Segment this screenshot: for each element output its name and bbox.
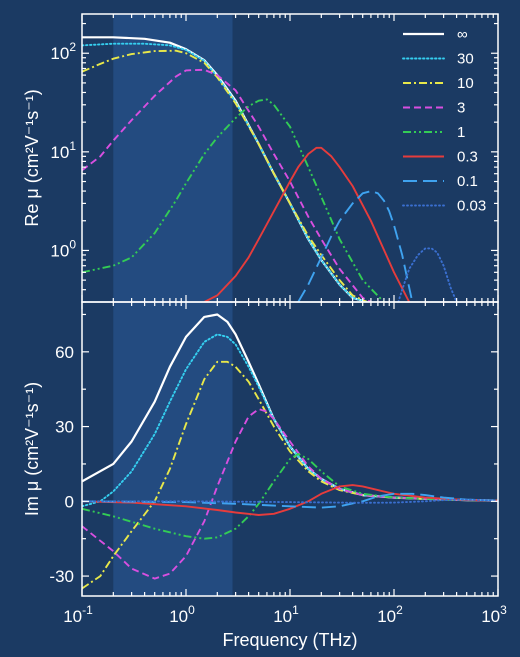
y-axis-label-re: Re μ (cm²V⁻¹s⁻¹) <box>22 89 42 226</box>
series-re-1 <box>82 98 385 302</box>
series-im-0.1 <box>82 492 498 509</box>
panel-im: -30 0 30 60 Im μ (cm²V⁻¹s⁻¹) <box>22 301 499 597</box>
legend: ∞ 30 10 3 1 0.3 0.1 0.03 <box>402 26 486 215</box>
series-im-1 <box>82 453 498 540</box>
x-tick-label: 100 <box>169 603 195 626</box>
y-tick-label: -30 <box>49 567 74 586</box>
series-im-3 <box>82 408 498 580</box>
legend-label-10: 10 <box>457 75 474 92</box>
y-tick-label: 30 <box>55 418 74 437</box>
x-tick-label: 103 <box>481 603 507 626</box>
y-tick-label: 60 <box>55 343 74 362</box>
x-tick-label: 102 <box>377 603 403 626</box>
y-tick-label: 102 <box>50 40 76 63</box>
y-axis-label-im: Im μ (cm²V⁻¹s⁻¹) <box>22 382 42 516</box>
legend-label-0.3: 0.3 <box>457 149 478 166</box>
series-re-0.1 <box>297 190 414 302</box>
y-tick-label: 100 <box>50 237 76 260</box>
legend-label-0.03: 0.03 <box>457 198 486 215</box>
series-re-10 <box>82 49 368 302</box>
y-tick-label: 101 <box>50 139 76 162</box>
legend-label-0.1: 0.1 <box>457 173 478 190</box>
series-im-0.3 <box>82 484 498 516</box>
x-tick-labels: 10-1 100 101 102 103 <box>63 603 507 626</box>
legend-label-30: 30 <box>457 51 474 68</box>
series-im-0.03 <box>82 498 498 504</box>
x-tick-label: 101 <box>273 603 299 626</box>
legend-label-1: 1 <box>457 124 465 141</box>
x-axis-label: Frequency (THz) <box>222 630 357 650</box>
series-re-0.03 <box>397 247 458 302</box>
legend-label-∞: ∞ <box>457 26 468 43</box>
x-tick-label: 10-1 <box>63 603 93 626</box>
series-re-0.3 <box>203 146 411 302</box>
y-tick-label: 0 <box>65 492 74 511</box>
series-re-3 <box>82 68 372 302</box>
legend-label-3: 3 <box>457 100 465 117</box>
